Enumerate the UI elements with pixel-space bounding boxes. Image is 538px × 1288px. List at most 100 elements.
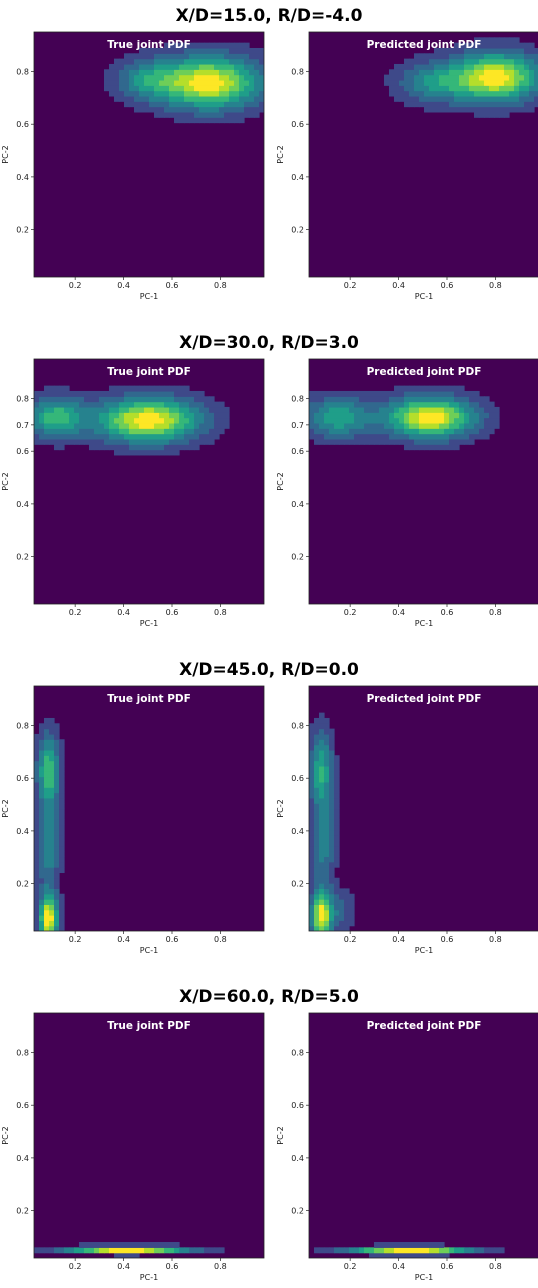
x-tick-label: 0.8 <box>489 608 502 617</box>
x-tick-label: 0.8 <box>489 1262 502 1271</box>
y-tick-label: 0.6 <box>291 774 304 783</box>
x-tick-label: 0.2 <box>69 608 82 617</box>
y-tick-label: 0.4 <box>16 827 29 836</box>
x-tick-label: 0.4 <box>392 608 405 617</box>
contour-fill <box>34 385 230 456</box>
row-title: X/D=30.0, R/D=3.0 <box>179 333 359 353</box>
y-axis-label: PC-2 <box>1 145 10 163</box>
panel-title: Predicted joint PDF <box>367 366 482 378</box>
x-tick-label: 0.6 <box>441 281 454 290</box>
y-tick-label: 0.7 <box>291 421 304 430</box>
x-tick-label: 0.2 <box>69 1262 82 1271</box>
y-tick-label: 0.6 <box>16 120 29 129</box>
x-tick-label: 0.4 <box>117 1262 130 1271</box>
x-tick-label: 0.8 <box>214 1262 227 1271</box>
x-axis-label: PC-1 <box>140 946 158 955</box>
y-tick-label: 0.2 <box>291 1207 304 1216</box>
contour-fill <box>34 717 65 931</box>
plot-background <box>34 1013 264 1258</box>
panel-title: True joint PDF <box>107 366 191 378</box>
contour-panel: True joint PDF 0.2 0.4 0.6 0.8 0.2 0.4 0.6 0.8 PC… <box>1 1012 265 1282</box>
panel-title: Predicted joint PDF <box>367 1020 482 1032</box>
y-tick-label: 0.8 <box>16 68 29 77</box>
y-tick-label: 0.4 <box>16 173 29 182</box>
contour-fill <box>309 712 355 931</box>
x-tick-label: 0.6 <box>441 1262 454 1271</box>
y-tick-label: 0.2 <box>16 880 29 889</box>
x-tick-label: 0.2 <box>344 935 357 944</box>
y-tick-label: 0.8 <box>291 68 304 77</box>
panel-title: Predicted joint PDF <box>367 693 482 705</box>
x-tick-label: 0.2 <box>344 1262 357 1271</box>
y-tick-label: 0.6 <box>16 1101 29 1110</box>
y-tick-label: 0.8 <box>16 722 29 731</box>
y-tick-label: 0.2 <box>16 226 29 235</box>
x-axis-label: PC-1 <box>415 619 433 628</box>
x-tick-label: 0.4 <box>117 608 130 617</box>
row-title: X/D=15.0, R/D=-4.0 <box>176 6 363 26</box>
y-tick-label: 0.8 <box>291 1049 304 1058</box>
x-tick-label: 0.2 <box>69 935 82 944</box>
contour-panel: Predicted joint PDF 0.2 0.4 0.6 0.8 0.2 0.4 0.6… <box>276 685 538 955</box>
x-tick-label: 0.6 <box>166 935 179 944</box>
contour-fill <box>309 385 500 451</box>
y-tick-label: 0.2 <box>16 553 29 562</box>
x-tick-label: 0.4 <box>117 935 130 944</box>
y-tick-label: 0.8 <box>291 722 304 731</box>
y-tick-label: 0.4 <box>16 500 29 509</box>
x-axis-label: PC-1 <box>415 946 433 955</box>
y-tick-label: 0.2 <box>291 226 304 235</box>
x-axis-label: PC-1 <box>415 292 433 301</box>
y-tick-label: 0.2 <box>291 553 304 562</box>
plot-frame <box>33 31 265 278</box>
y-tick-label: 0.6 <box>291 447 304 456</box>
plot-frame <box>308 685 538 932</box>
x-axis-label: PC-1 <box>140 292 158 301</box>
y-axis-label: PC-2 <box>276 145 285 163</box>
y-axis-label: PC-2 <box>1 1126 10 1144</box>
plot-frame <box>308 31 538 278</box>
contour-fill <box>314 1242 505 1258</box>
contour-panel: True joint PDF 0.2 0.4 0.6 0.8 0.2 0.4 0.6 0.8 PC… <box>1 685 265 955</box>
plot-frame <box>308 358 538 605</box>
y-tick-label: 0.8 <box>16 1049 29 1058</box>
panel-title: True joint PDF <box>107 39 191 51</box>
contour-panel: Predicted joint PDF 0.2 0.4 0.6 0.8 0.2 0.4 0.6… <box>276 1012 538 1282</box>
contour-fill <box>34 1242 225 1258</box>
panel-title: True joint PDF <box>107 693 191 705</box>
x-tick-label: 0.6 <box>166 608 179 617</box>
y-axis-label: PC-2 <box>276 799 285 817</box>
x-tick-label: 0.8 <box>489 935 502 944</box>
contour-fill <box>104 42 264 124</box>
contour-panel: Predicted joint PDF 0.2 0.4 0.6 0.8 0.2 0.4 0.6… <box>276 31 538 301</box>
y-tick-label: 0.4 <box>291 173 304 182</box>
x-axis-label: PC-1 <box>140 1273 158 1282</box>
y-tick-label: 0.6 <box>16 447 29 456</box>
x-tick-label: 0.6 <box>166 1262 179 1271</box>
y-tick-label: 0.4 <box>291 1154 304 1163</box>
x-tick-label: 0.8 <box>489 281 502 290</box>
y-tick-label: 0.6 <box>16 774 29 783</box>
x-tick-label: 0.4 <box>392 935 405 944</box>
y-axis-label: PC-2 <box>1 472 10 490</box>
x-tick-label: 0.6 <box>441 608 454 617</box>
y-axis-label: PC-2 <box>276 1126 285 1144</box>
x-tick-label: 0.8 <box>214 281 227 290</box>
row-title: X/D=45.0, R/D=0.0 <box>179 660 359 680</box>
y-tick-label: 0.4 <box>16 1154 29 1163</box>
y-tick-label: 0.6 <box>291 1101 304 1110</box>
contour-fill <box>384 37 538 118</box>
plot-background <box>309 1013 538 1258</box>
plot-frame <box>308 1012 538 1259</box>
y-tick-label: 0.2 <box>16 1207 29 1216</box>
x-tick-label: 0.4 <box>117 281 130 290</box>
row-title: X/D=60.0, R/D=5.0 <box>179 987 359 1007</box>
y-tick-label: 0.2 <box>291 880 304 889</box>
contour-panel: True joint PDF 0.2 0.4 0.6 0.8 0.2 0.4 0.6 0.7 0.… <box>1 358 265 628</box>
x-tick-label: 0.4 <box>392 1262 405 1271</box>
y-tick-label: 0.7 <box>16 421 29 430</box>
panel-title: True joint PDF <box>107 1020 191 1032</box>
x-tick-label: 0.4 <box>392 281 405 290</box>
y-tick-label: 0.8 <box>291 395 304 404</box>
